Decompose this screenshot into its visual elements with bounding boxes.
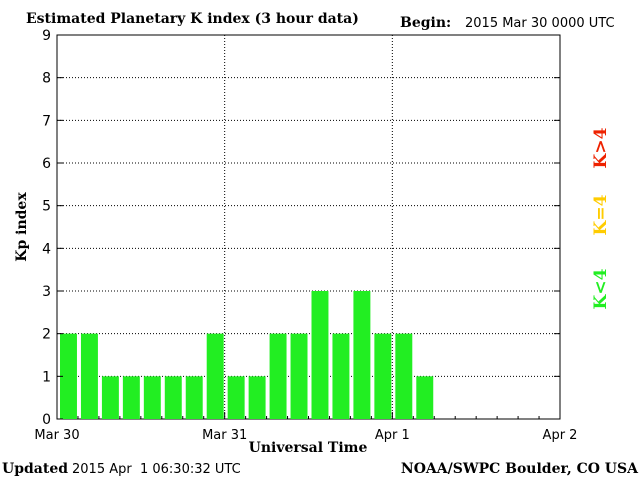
kp-bar [416, 376, 434, 419]
kp-bar [122, 376, 140, 419]
updated-label: Updated [2, 461, 68, 477]
y-tick-label: 4 [42, 241, 51, 257]
x-tick-label: Mar 30 [34, 428, 79, 443]
kp-bar [60, 333, 77, 419]
kp-bar [101, 376, 119, 419]
y-tick-label: 8 [42, 71, 51, 87]
kp-bar [143, 376, 161, 419]
kp-bar [185, 376, 203, 419]
kp-bar [164, 376, 182, 419]
begin-value: 2015 Mar 30 0000 UTC [465, 16, 615, 31]
bars [60, 291, 434, 419]
y-tick-label: 9 [42, 28, 51, 44]
updated-value: 2015 Apr 1 06:30:32 UTC [72, 462, 241, 477]
y-tick-label: 3 [42, 284, 51, 300]
y-tick-label: 2 [42, 327, 51, 343]
legend-k-above-4: K>4 [591, 127, 611, 168]
legend-k-below-4: K<4 [591, 268, 611, 309]
kp-bar [206, 333, 224, 419]
plot-area [56, 34, 561, 420]
x-tick-label: Apr 1 [375, 428, 410, 443]
kp-bar [311, 291, 329, 419]
kp-bar [227, 376, 245, 419]
grid [57, 34, 560, 419]
kp-bar [395, 333, 413, 419]
y-tick-label: 0 [42, 412, 51, 428]
chart-title: Estimated Planetary K index (3 hour data… [26, 11, 359, 27]
y-axis-title: Kp index [14, 192, 30, 262]
legend-k-equal-4: K=4 [591, 194, 611, 235]
y-axis: 0 1 2 3 4 5 6 7 8 9 [42, 28, 560, 428]
kp-bar [332, 333, 350, 419]
x-tick-label: Apr 2 [543, 428, 578, 443]
credit: NOAA/SWPC Boulder, CO USA [401, 461, 639, 477]
x-axis: Mar 30 Mar 31 Apr 1 Apr 2 [34, 412, 577, 443]
y-tick-label: 5 [42, 199, 51, 215]
kp-bar [269, 333, 287, 419]
kp-bar [80, 333, 98, 419]
x-axis-title: Universal Time [249, 440, 368, 456]
kp-bar [353, 291, 371, 419]
begin-label: Begin: [400, 15, 451, 31]
y-tick-label: 6 [42, 156, 51, 172]
kp-bar [248, 376, 266, 419]
y-tick-label: 7 [42, 113, 51, 129]
kp-bar [374, 333, 392, 419]
x-tick-label: Mar 31 [202, 428, 247, 443]
kp-bar [290, 333, 308, 419]
y-tick-label: 1 [42, 369, 51, 385]
